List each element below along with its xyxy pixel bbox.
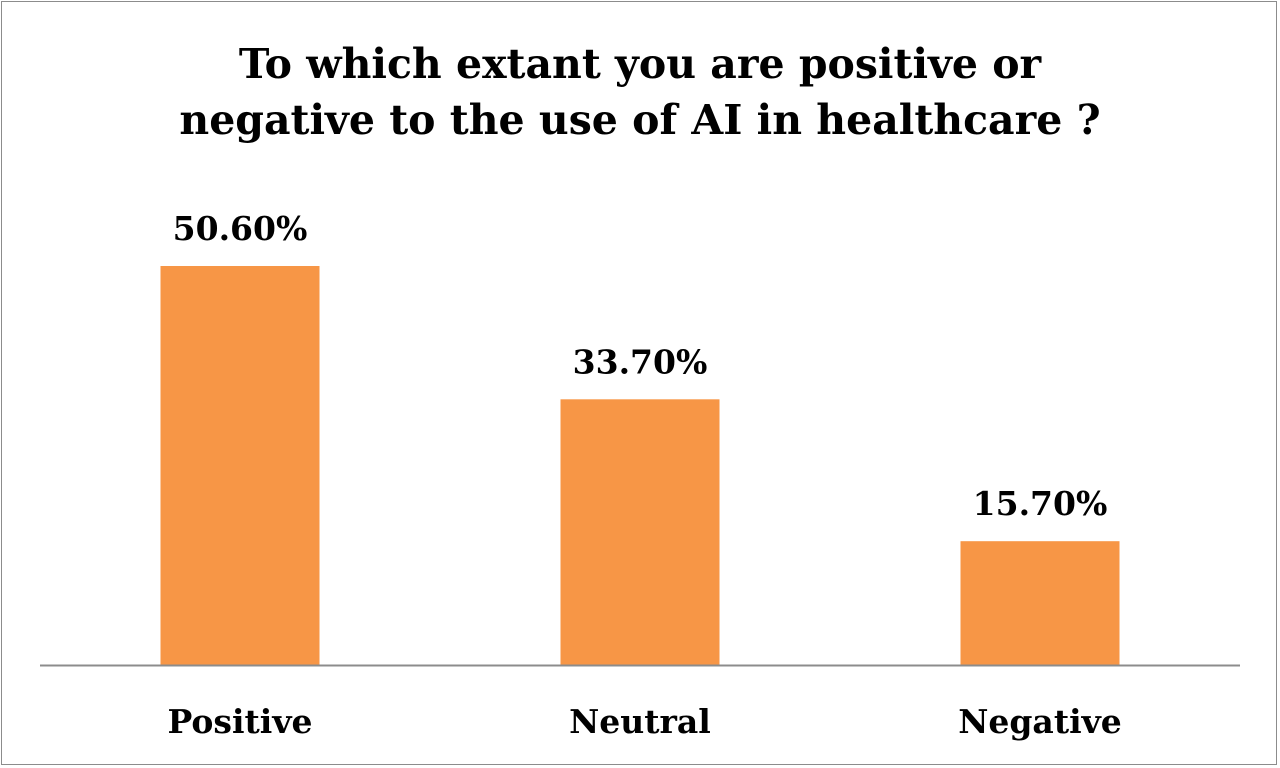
chart-title-line-2: negative to the use of AI in healthcare … [179,96,1101,144]
bar-negative [960,541,1120,665]
x-tick-label-positive: Positive [167,702,312,741]
data-label-neutral: 33.70% [573,342,708,381]
data-label-negative: 15.70% [973,484,1108,523]
chart-title: To which extant you are positive or nega… [2,36,1278,148]
x-tick-label-neutral: Neutral [569,702,711,741]
data-label-positive: 50.60% [173,209,308,248]
bar-positive [160,266,320,665]
chart-title-line-1: To which extant you are positive or [238,40,1042,88]
x-tick-label-negative: Negative [958,702,1122,741]
bar-neutral [560,399,720,665]
